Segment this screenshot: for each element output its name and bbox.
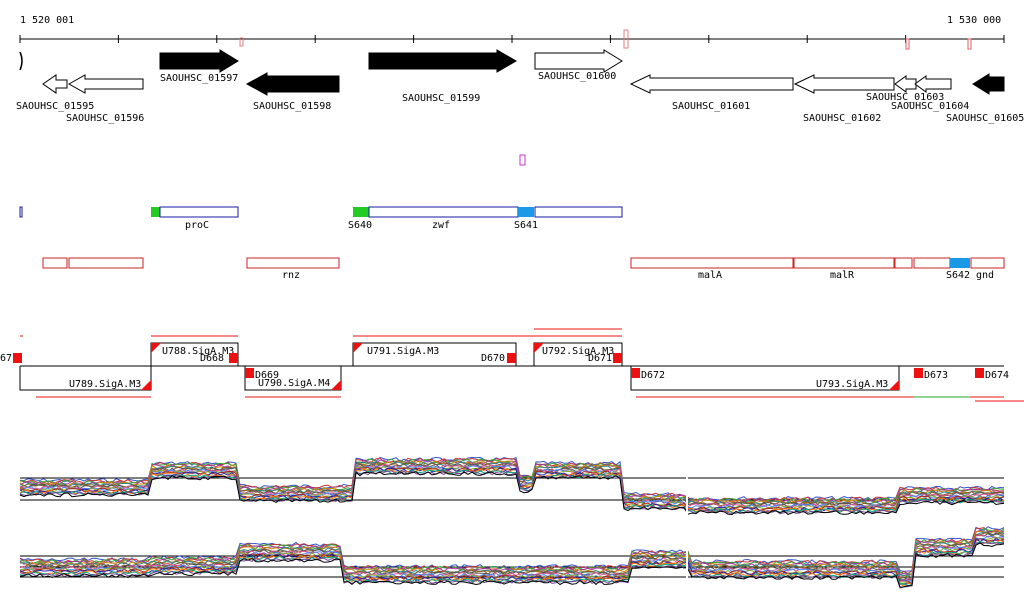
gene-track: SAOUHSC_01595 SAOUHSC_01596 SAOUHSC_0159…	[16, 49, 1024, 124]
operon-label: malR	[830, 270, 855, 281]
marker-label: D668	[200, 353, 224, 364]
segment-label: U792.SigA.M3	[542, 346, 614, 357]
marker-d669[interactable]: D669	[245, 368, 279, 381]
feature-marker[interactable]	[519, 154, 526, 166]
segment-label: U789.SigA.M3	[69, 379, 141, 390]
site-label-s641: S641	[514, 220, 538, 231]
gene-label: SAOUHSC_01603	[866, 92, 944, 103]
marker-label: D673	[924, 370, 948, 381]
ruler-end-label: 1 530 000	[947, 15, 1001, 26]
operon-label: rnz	[282, 270, 300, 281]
operon-proc[interactable]: proC	[151, 206, 239, 231]
gene-label: SAOUHSC_01599	[402, 93, 480, 104]
segment-label: U791.SigA.M3	[367, 346, 439, 357]
expression-trace	[19, 534, 1004, 582]
expression-trace	[19, 471, 1005, 516]
marker-label: D671	[588, 353, 612, 364]
gene-saouhsc-01597[interactable]: SAOUHSC_01597	[159, 49, 239, 84]
ruler-mark	[239, 37, 244, 47]
marker-label: D670	[481, 353, 505, 364]
marker-label: D669	[255, 370, 279, 381]
operon-mala[interactable]: malA	[630, 257, 794, 281]
gene-saouhsc-01596[interactable]: SAOUHSC_01596	[66, 74, 144, 124]
gene-label: SAOUHSC_01604	[891, 101, 969, 112]
expression-trace	[19, 469, 1005, 514]
segment-track: U788.SigA.M3 U791.SigA.M3 U792.SigA.M3 U…	[0, 328, 1024, 402]
operon-r1[interactable]	[42, 257, 68, 269]
expression-trace	[19, 467, 1005, 512]
site-label-s640: S640	[348, 220, 372, 231]
gene-saouhsc-01600[interactable]: SAOUHSC_01600	[534, 49, 623, 82]
expression-trace	[19, 533, 1005, 581]
operon-r2[interactable]	[68, 257, 144, 269]
segment-u789[interactable]: U789.SigA.M3	[19, 366, 152, 398]
expression-panel-lower	[19, 526, 1005, 589]
gene-label: SAOUHSC_01598	[253, 101, 331, 112]
expression-trace	[19, 460, 1005, 505]
operon-label: gnd	[976, 270, 994, 281]
gene-label: SAOUHSC_01605	[946, 113, 1024, 124]
expression-trace	[19, 459, 1005, 504]
operon-malr[interactable]: malR	[793, 257, 913, 281]
expression-trace	[20, 527, 1005, 575]
gene-label: SAOUHSC_01597	[160, 73, 238, 84]
expression-trace	[19, 537, 1005, 585]
gene-saouhsc-01602[interactable]: SAOUHSC_01602	[793, 74, 895, 124]
ruler-mark	[623, 29, 629, 49]
gene-saouhsc-01605[interactable]: SAOUHSC_01605	[946, 73, 1024, 124]
expression-traces-lower	[19, 526, 1005, 589]
gene-saouhsc-01595[interactable]: SAOUHSC_01595	[16, 74, 94, 112]
marker-d671[interactable]: D671	[588, 353, 622, 364]
gene-label: SAOUHSC_01596	[66, 113, 144, 124]
operon-track-forward: proC S640 zwf S641	[19, 206, 623, 231]
site-label-s642: S642	[946, 270, 970, 281]
ruler-start-label: 1 520 001	[20, 15, 74, 26]
expression-traces-upper	[19, 456, 1005, 516]
expression-trace	[19, 542, 1005, 589]
marker-d668[interactable]: D668	[200, 353, 238, 364]
operon-gnd[interactable]: S642 gnd	[913, 257, 1005, 281]
gene-label: SAOUHSC_01595	[16, 101, 94, 112]
gene-saouhsc-01604[interactable]: SAOUHSC_01604	[891, 75, 969, 112]
marker-d667[interactable]: 67	[0, 353, 22, 364]
operon-label: proC	[185, 220, 209, 231]
gene-saouhsc-01598[interactable]: SAOUHSC_01598	[245, 72, 340, 112]
segment-label: U793.SigA.M3	[816, 379, 888, 390]
expression-panel-upper	[19, 456, 1005, 516]
operon-track-reverse: rnz malA malR S642 gnd	[42, 257, 1005, 281]
expression-trace	[19, 465, 1005, 510]
operon-fragment[interactable]	[19, 206, 23, 218]
gene-label: SAOUHSC_01601	[672, 101, 750, 112]
segment-label: U790.SigA.M4	[258, 378, 330, 389]
expression-trace	[19, 470, 1005, 515]
marker-d670[interactable]: D670	[481, 353, 516, 364]
segment-label: U788.SigA.M3	[162, 346, 234, 357]
marker-label: D672	[641, 370, 665, 381]
ruler-mark	[967, 38, 972, 50]
segment-u788[interactable]: U788.SigA.M3	[150, 335, 239, 366]
gene-label: SAOUHSC_01600	[538, 71, 616, 82]
gene-label: SAOUHSC_01602	[803, 113, 881, 124]
operon-zwf[interactable]: S640 zwf S641	[348, 206, 623, 231]
operon-rnz[interactable]: rnz	[246, 257, 340, 281]
ruler-ticks	[19, 35, 1005, 43]
gene-fragment[interactable]	[19, 51, 23, 71]
gene-saouhsc-01599[interactable]: SAOUHSC_01599	[368, 49, 517, 104]
operon-label: malA	[698, 270, 722, 281]
ruler-mark	[905, 38, 910, 50]
marker-d672[interactable]: D672	[631, 368, 665, 381]
marker-label: 67	[0, 353, 12, 364]
marker-label: D674	[985, 370, 1009, 381]
coordinate-ruler: 1 520 001 1 530 000	[19, 15, 1005, 50]
expression-trace	[19, 542, 1005, 588]
operon-label: zwf	[432, 220, 450, 231]
gene-saouhsc-01601[interactable]: SAOUHSC_01601	[629, 74, 794, 112]
marker-d674[interactable]: D674	[975, 368, 1009, 381]
marker-d673[interactable]: D673	[914, 368, 948, 381]
